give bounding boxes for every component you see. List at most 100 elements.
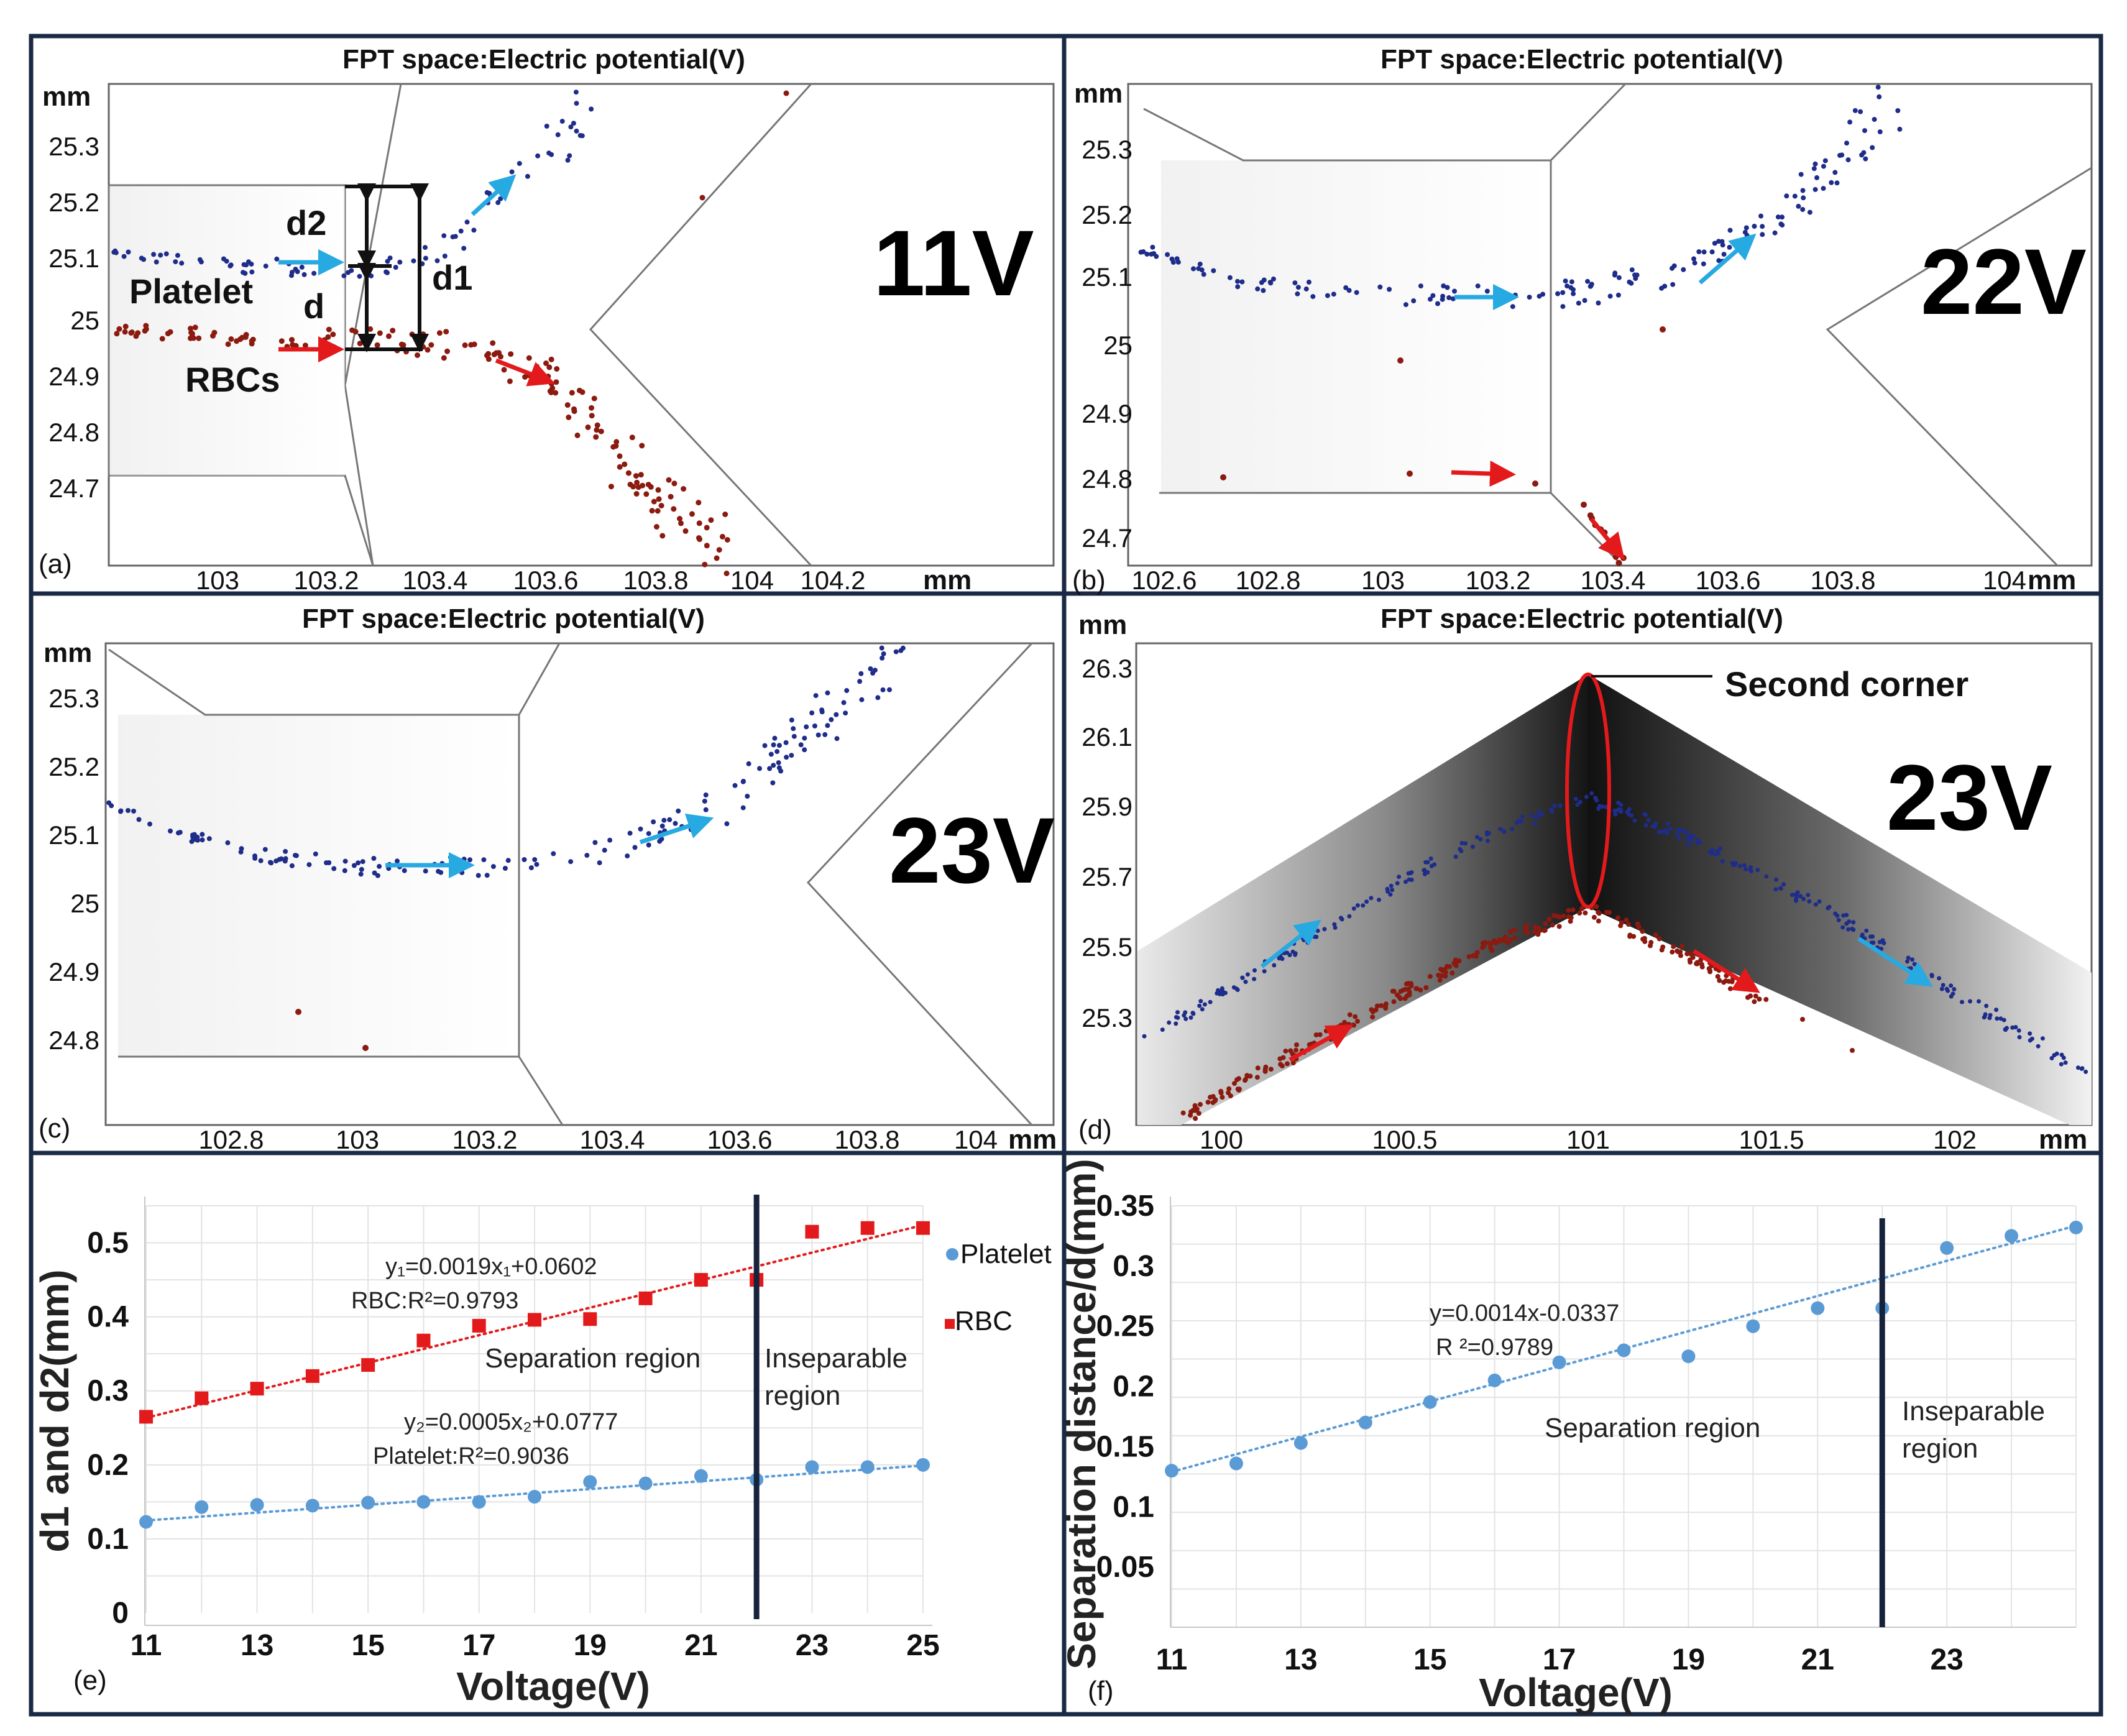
particle-dot	[671, 480, 678, 487]
particle-dot	[311, 270, 317, 276]
particle-dot	[622, 461, 628, 467]
point-platelet	[305, 1499, 319, 1513]
particle-dot	[566, 414, 572, 420]
particle-dot	[1775, 214, 1781, 220]
particle-dot	[1310, 930, 1315, 935]
particle-dot	[1268, 1067, 1274, 1072]
particle-dot	[2016, 1028, 2021, 1033]
particle-dot	[696, 520, 702, 526]
particle-dot	[147, 821, 152, 827]
particle-dot	[1512, 935, 1517, 941]
particle-dot	[776, 743, 782, 748]
particle-dot	[385, 259, 390, 264]
particle-dot	[1407, 990, 1412, 995]
particle-dot	[804, 724, 809, 730]
particle-dot	[1668, 827, 1673, 832]
particle-dot	[1715, 974, 1720, 979]
particle-dot	[1280, 957, 1285, 962]
particle-dot	[1193, 1116, 1198, 1121]
particle-dot	[141, 257, 147, 262]
particle-dot	[1475, 283, 1481, 289]
y-tick: 0.3	[1113, 1250, 1154, 1283]
particle-dot	[1290, 1060, 1296, 1066]
particle-dot	[1527, 295, 1532, 300]
particle-dot	[351, 863, 357, 868]
particle-dot	[646, 831, 651, 837]
particle-dot	[225, 840, 231, 845]
particle-dot	[502, 866, 508, 871]
point-platelet	[472, 1495, 486, 1509]
particle-dot	[627, 830, 633, 836]
particle-dot	[574, 101, 579, 106]
x-tick: 101	[1566, 1125, 1610, 1154]
point-platelet	[805, 1460, 819, 1474]
particle-dot	[697, 536, 702, 543]
panel-d-corner-ellipse	[1565, 673, 1611, 909]
particle-dot	[1796, 203, 1801, 209]
particle-dot	[342, 868, 347, 873]
particle-dot	[1676, 827, 1681, 832]
particle-dot	[1447, 964, 1452, 970]
panel-f-x-title: Voltage(V)	[1479, 1670, 1673, 1715]
particle-dot	[1656, 936, 1662, 942]
particle-dot	[1374, 1003, 1380, 1009]
x-tick: 21	[1801, 1643, 1834, 1676]
particle-dot	[1154, 254, 1159, 259]
particle-dot	[1583, 910, 1588, 916]
point-separation-distance	[1423, 1395, 1437, 1409]
panel-b-rbc-arrow-2	[1589, 517, 1625, 560]
particle-dot	[791, 733, 797, 739]
particle-dot	[1390, 888, 1395, 893]
panel-b-voltage: 22V	[1921, 229, 2087, 334]
particle-dot	[168, 829, 173, 834]
particle-dot	[464, 219, 470, 225]
particle-dot	[1760, 224, 1765, 229]
particle-dot	[1850, 1048, 1855, 1053]
particle-dot	[661, 817, 667, 823]
panel-f-label: (f)	[1088, 1676, 1114, 1706]
particle-dot	[206, 836, 212, 842]
point-separation-distance	[2005, 1229, 2019, 1243]
particle-dot	[703, 792, 709, 797]
particle-dot	[1312, 934, 1317, 939]
particle-dot	[505, 858, 511, 863]
particle-dot	[678, 520, 684, 526]
particle-dot	[1618, 923, 1624, 929]
particle-dot	[1877, 940, 1882, 945]
particle-dot	[258, 858, 264, 863]
particle-dot	[745, 794, 750, 799]
point-platelet	[250, 1498, 264, 1512]
particle-dot	[1346, 288, 1352, 293]
y-tick: 25.3	[1082, 1003, 1132, 1032]
y-tick: 24.7	[1082, 523, 1132, 553]
panel-c-rbc-dots	[295, 1009, 369, 1051]
particle-dot	[656, 496, 662, 502]
particle-dot	[776, 760, 781, 766]
particle-dot	[1305, 940, 1310, 945]
particle-dot	[651, 819, 656, 825]
point-platelet	[916, 1458, 930, 1472]
particle-dot	[1821, 163, 1826, 169]
particle-dot	[1149, 251, 1154, 257]
y-tick: 25.1	[48, 820, 99, 850]
particle-dot	[1180, 1110, 1186, 1116]
panel-b-channel-fill	[1161, 160, 1551, 493]
panel-c-platelet-arrow-2	[639, 813, 714, 845]
panel-b-y-unit: mm	[1074, 78, 1123, 109]
particle-dot	[142, 328, 148, 334]
particle-dot	[1240, 975, 1245, 980]
particle-dot	[1716, 258, 1722, 264]
particle-dot	[1836, 917, 1841, 922]
particle-dot	[1688, 834, 1692, 838]
particle-dot	[1293, 952, 1298, 957]
particle-dot	[1616, 275, 1622, 280]
particle-dot	[1306, 279, 1312, 285]
particle-dot	[1860, 932, 1865, 937]
particle-dot	[1174, 1021, 1178, 1026]
particle-dot	[546, 150, 552, 156]
particle-dot	[673, 820, 678, 826]
particle-dot	[295, 1009, 301, 1015]
particle-dot	[1351, 1022, 1357, 1028]
particle-dot	[2001, 1017, 2006, 1022]
